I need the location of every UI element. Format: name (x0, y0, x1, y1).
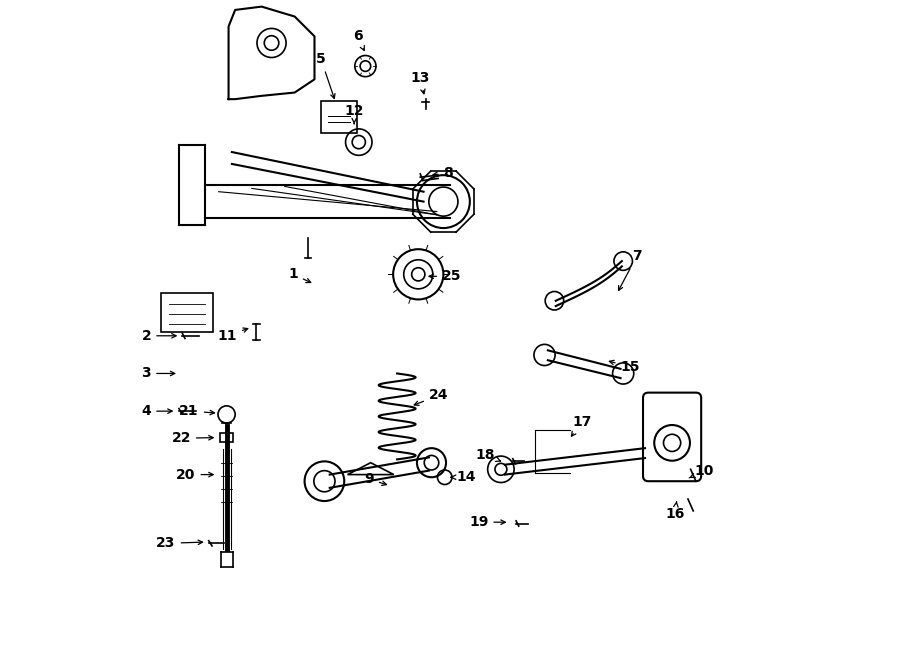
Text: 8: 8 (433, 166, 453, 180)
Text: 17: 17 (572, 414, 591, 436)
Text: 7: 7 (618, 249, 642, 290)
Text: 21: 21 (179, 404, 214, 418)
Text: 11: 11 (218, 328, 248, 343)
Text: 16: 16 (665, 502, 684, 522)
Polygon shape (347, 463, 394, 475)
FancyBboxPatch shape (643, 393, 701, 481)
Text: 19: 19 (469, 515, 505, 529)
Text: 18: 18 (475, 447, 500, 462)
Text: 4: 4 (141, 404, 172, 418)
FancyBboxPatch shape (220, 433, 233, 442)
Text: 12: 12 (345, 104, 364, 124)
Text: 23: 23 (157, 536, 202, 551)
Text: 22: 22 (171, 431, 213, 446)
Text: 24: 24 (414, 388, 448, 405)
Text: 10: 10 (689, 463, 714, 478)
Text: 6: 6 (353, 29, 364, 50)
FancyBboxPatch shape (321, 101, 356, 133)
Text: 2: 2 (141, 329, 176, 343)
Text: 3: 3 (141, 366, 175, 381)
Text: 20: 20 (176, 467, 213, 482)
Text: 5: 5 (316, 52, 335, 98)
Text: 25: 25 (429, 269, 462, 284)
Text: 13: 13 (410, 71, 430, 94)
Text: 9: 9 (364, 472, 386, 486)
Text: 15: 15 (609, 360, 640, 374)
FancyBboxPatch shape (161, 293, 213, 332)
Text: 14: 14 (451, 470, 476, 485)
Text: 1: 1 (288, 267, 310, 283)
